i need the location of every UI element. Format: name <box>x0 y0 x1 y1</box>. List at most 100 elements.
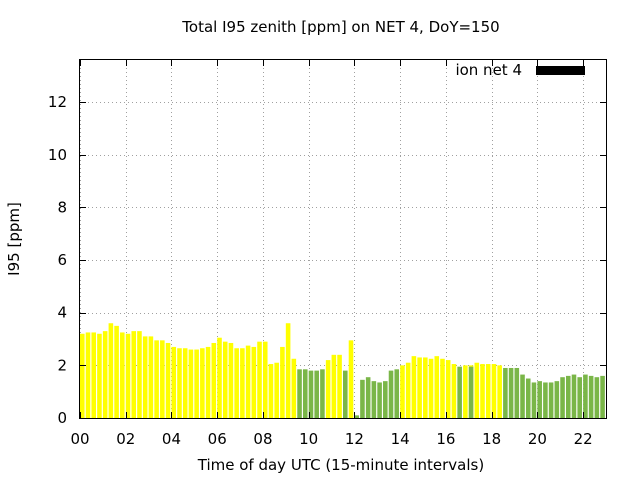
bar <box>165 342 171 418</box>
bar <box>583 374 588 418</box>
bar <box>600 375 605 418</box>
x-tick-label: 20 <box>528 430 547 448</box>
bar <box>531 382 537 418</box>
bar <box>577 377 582 418</box>
bar <box>291 358 297 418</box>
bar <box>268 364 274 418</box>
bar <box>177 348 182 418</box>
bar <box>463 365 468 418</box>
bar <box>445 360 451 418</box>
bar <box>251 346 257 418</box>
bar <box>125 333 131 418</box>
bar <box>348 340 354 418</box>
bar <box>228 342 234 418</box>
bar <box>565 375 571 418</box>
bar <box>383 381 388 418</box>
bar <box>520 374 525 418</box>
bar <box>325 360 331 418</box>
bar <box>302 369 308 418</box>
x-tick-label: 10 <box>299 430 318 448</box>
x-tick-label: 14 <box>391 430 410 448</box>
bar <box>97 333 102 418</box>
bar <box>377 382 382 418</box>
bar <box>182 348 188 418</box>
bar <box>497 365 502 418</box>
bar <box>222 341 228 418</box>
bar <box>308 370 314 418</box>
bar <box>525 378 531 418</box>
x-tick-label: 02 <box>116 430 135 448</box>
bar <box>474 362 480 418</box>
bar <box>423 357 428 418</box>
bar <box>245 345 251 418</box>
bar <box>211 342 217 418</box>
bar <box>274 362 279 418</box>
legend-swatch <box>536 66 585 75</box>
x-tick-label: 08 <box>253 430 272 448</box>
bar <box>491 364 497 418</box>
bar <box>371 381 377 418</box>
bar <box>588 375 594 418</box>
bar <box>200 348 205 418</box>
x-tick-label: 22 <box>574 430 593 448</box>
bar <box>257 341 262 418</box>
y-tick-label: 4 <box>57 304 67 322</box>
legend-label: ion net 4 <box>455 61 522 79</box>
bar <box>503 367 508 418</box>
x-tick-label: 18 <box>482 430 501 448</box>
bar <box>131 331 137 418</box>
bar <box>485 364 491 418</box>
bar <box>217 337 222 418</box>
bar <box>188 349 194 418</box>
bar <box>428 358 434 418</box>
bar <box>102 331 108 418</box>
bars-layer <box>80 323 605 418</box>
bar <box>320 369 325 418</box>
bar <box>280 346 285 418</box>
bar <box>451 364 457 418</box>
bar <box>560 377 565 418</box>
bar <box>205 346 211 418</box>
bar <box>142 336 148 418</box>
bar <box>85 332 91 418</box>
bar <box>285 323 291 418</box>
bar <box>514 367 520 418</box>
bar <box>394 369 400 418</box>
y-tick-label: 12 <box>48 93 67 111</box>
bar <box>108 323 114 418</box>
bar <box>508 367 514 418</box>
y-tick-label: 0 <box>57 409 67 427</box>
x-tick-label: 00 <box>70 430 89 448</box>
bar <box>171 346 177 418</box>
bar <box>365 377 371 418</box>
x-axis-label: Time of day UTC (15-minute intervals) <box>197 456 484 474</box>
bar <box>120 332 125 418</box>
y-tick-label: 10 <box>48 146 67 164</box>
bar <box>80 333 85 418</box>
bar <box>411 356 417 418</box>
bar <box>468 366 474 418</box>
bar <box>160 340 165 418</box>
y-axis-label: I95 [ppm] <box>5 202 23 276</box>
bar <box>337 354 342 418</box>
bar <box>417 357 422 418</box>
bar <box>480 364 485 418</box>
bar <box>405 362 411 418</box>
bar <box>457 366 462 418</box>
bar <box>554 381 560 418</box>
bar <box>194 349 199 418</box>
bar <box>360 379 365 418</box>
plot-frame <box>79 59 607 419</box>
y-tick-label: 6 <box>57 251 67 269</box>
bar <box>137 331 142 418</box>
bar <box>440 358 445 418</box>
bar <box>91 332 97 418</box>
bar <box>234 348 239 418</box>
bar <box>543 382 548 418</box>
bar <box>537 381 542 418</box>
bar <box>114 325 119 418</box>
bar <box>262 341 268 418</box>
bar <box>388 370 394 418</box>
